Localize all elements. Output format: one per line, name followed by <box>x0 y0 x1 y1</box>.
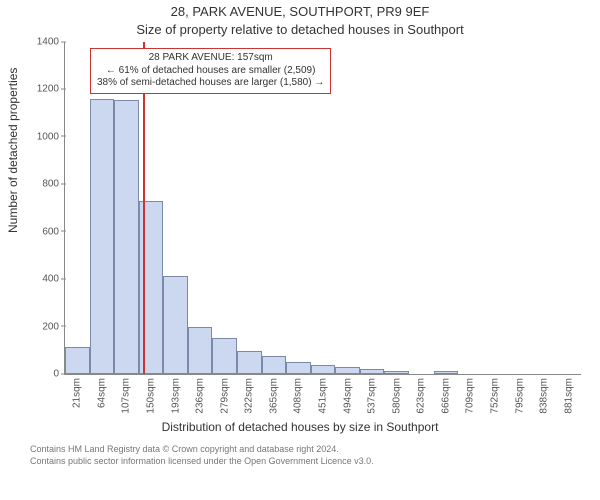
histogram-bar <box>212 338 237 374</box>
histogram-bar <box>163 276 188 374</box>
callout-line-1: 28 PARK AVENUE: 157sqm <box>97 52 324 65</box>
footer-line-2: Contains public sector information licen… <box>30 456 600 468</box>
x-tick: 666sqm <box>440 374 451 414</box>
x-tick: 21sqm <box>72 374 83 408</box>
x-tick: 236sqm <box>195 374 206 414</box>
x-tick: 881sqm <box>563 374 574 414</box>
x-tick: 580sqm <box>391 374 402 414</box>
callout-line-2: ← 61% of detached houses are smaller (2,… <box>97 65 324 78</box>
histogram-bar <box>262 356 287 374</box>
histogram-bar <box>65 347 90 374</box>
x-tick: 537sqm <box>367 374 378 414</box>
y-tick: 1000 <box>37 131 65 142</box>
x-tick: 494sqm <box>342 374 353 414</box>
y-axis-label: Number of detached properties <box>6 68 20 233</box>
histogram-bar <box>114 100 139 374</box>
y-tick: 1400 <box>37 37 65 48</box>
x-tick: 408sqm <box>293 374 304 414</box>
marker-callout: 28 PARK AVENUE: 157sqm ← 61% of detached… <box>90 48 331 94</box>
chart-subtitle: Size of property relative to detached ho… <box>0 22 600 37</box>
x-tick: 451sqm <box>318 374 329 414</box>
histogram-bar <box>188 327 213 374</box>
x-tick: 752sqm <box>490 374 501 414</box>
x-tick: 838sqm <box>539 374 550 414</box>
histogram-bar <box>237 351 262 374</box>
x-axis-label: Distribution of detached houses by size … <box>0 420 600 434</box>
x-tick: 365sqm <box>268 374 279 414</box>
x-tick: 623sqm <box>416 374 427 414</box>
callout-line-3: 38% of semi-detached houses are larger (… <box>97 77 324 90</box>
y-tick: 600 <box>42 226 65 237</box>
x-tick: 279sqm <box>219 374 230 414</box>
histogram-bar <box>286 362 311 374</box>
property-size-chart: 28, PARK AVENUE, SOUTHPORT, PR9 9EF Size… <box>0 0 600 500</box>
attribution-footer: Contains HM Land Registry data © Crown c… <box>0 444 600 467</box>
x-tick: 64sqm <box>96 374 107 408</box>
x-tick: 150sqm <box>146 374 157 414</box>
x-tick: 107sqm <box>121 374 132 414</box>
x-tick: 193sqm <box>170 374 181 414</box>
histogram-bar <box>90 99 115 374</box>
footer-line-1: Contains HM Land Registry data © Crown c… <box>30 444 600 456</box>
x-tick: 709sqm <box>465 374 476 414</box>
y-tick: 1200 <box>37 84 65 95</box>
y-tick: 400 <box>42 274 65 285</box>
y-tick: 200 <box>42 321 65 332</box>
histogram-bar <box>311 365 336 374</box>
y-tick: 0 <box>53 369 65 380</box>
x-tick: 322sqm <box>244 374 255 414</box>
histogram-bar <box>335 367 360 374</box>
chart-title: 28, PARK AVENUE, SOUTHPORT, PR9 9EF <box>0 4 600 19</box>
y-tick: 800 <box>42 179 65 190</box>
x-tick: 795sqm <box>514 374 525 414</box>
